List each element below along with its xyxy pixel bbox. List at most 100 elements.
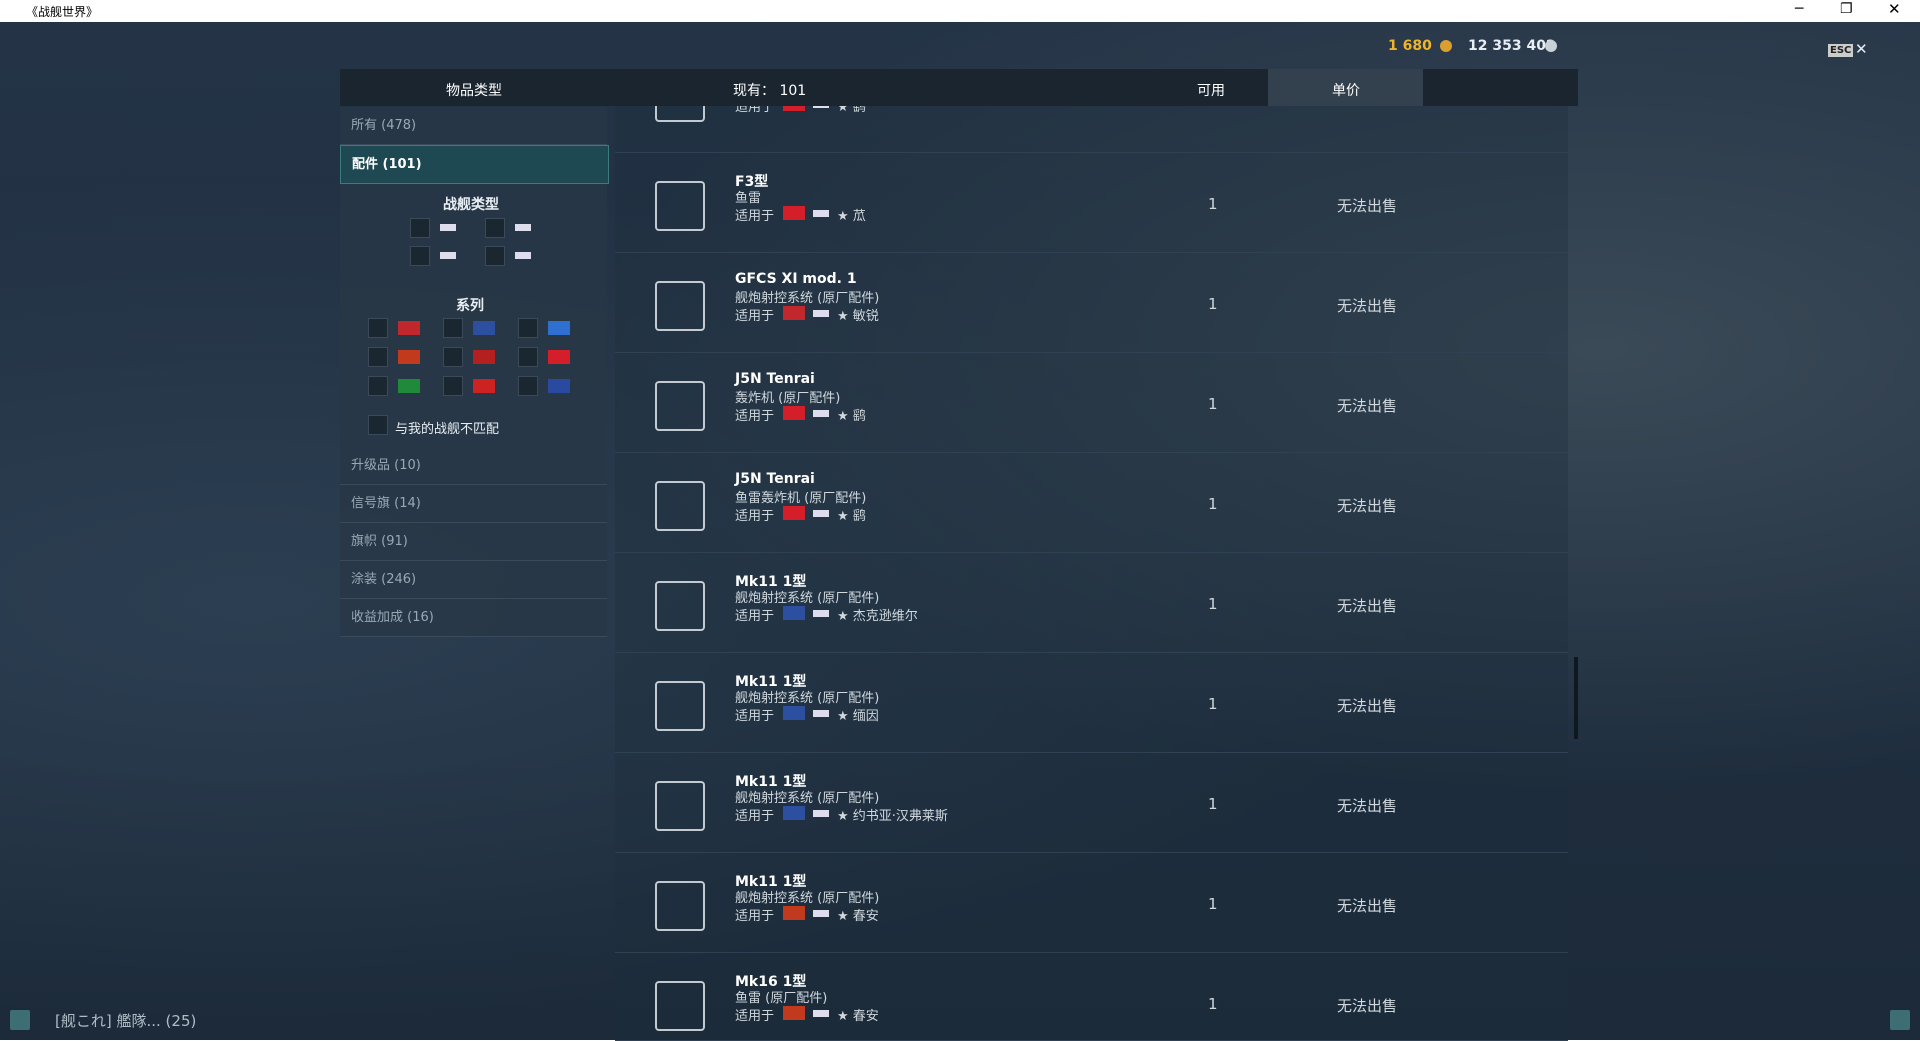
checkbox[interactable] <box>485 246 505 266</box>
applies-label: 适用于 <box>735 106 775 115</box>
checkbox[interactable] <box>518 347 538 367</box>
item-row[interactable]: Mk16 1型 鱼雷 (原厂配件) 1 适用于 ★ 春安 无法出售 <box>615 953 1568 1041</box>
item-row[interactable]: Mk11 1型 舰炮射控系统 (原厂配件) 1 适用于 ★ 杰克逊维尔 无法出售 <box>615 553 1568 653</box>
checkbox[interactable] <box>518 376 538 396</box>
close[interactable]: ✕ <box>1888 0 1901 18</box>
item-price: 无法出售 <box>1337 797 1398 815</box>
item-name: Mk11 1型 <box>735 874 807 890</box>
chat-channel[interactable]: [舰これ] 艦隊... (25) <box>55 1012 197 1030</box>
nation-flag <box>473 321 495 335</box>
ship-flag <box>783 706 805 720</box>
applies-label: 适用于 <box>735 209 775 224</box>
ship-flag <box>783 306 805 320</box>
applies-label: 适用于 <box>735 609 775 624</box>
item-kind: 鱼雷轰炸机 (原厂配件) <box>735 491 867 506</box>
chat-button[interactable] <box>10 1010 30 1030</box>
category[interactable]: 涂装 (246) <box>340 561 607 599</box>
checkbox[interactable] <box>410 246 430 266</box>
ship-flag <box>783 406 805 420</box>
category[interactable]: 信号旗 (14) <box>340 485 607 523</box>
item-icon <box>655 681 705 731</box>
title-bar: 《战舰世界》 ─ ❐ ✕ <box>0 0 1920 22</box>
item-kind: 鱼雷 (原厂配件) <box>735 991 828 1006</box>
item-count: 1 <box>1208 795 1218 813</box>
checkbox[interactable] <box>485 218 505 238</box>
ship-type-icon <box>440 224 456 231</box>
restore[interactable]: ❐ <box>1840 1 1853 17</box>
gold: 1 680 <box>1388 38 1432 54</box>
item-price: 无法出售 <box>1337 597 1398 615</box>
checkbox[interactable] <box>443 318 463 338</box>
checkbox[interactable] <box>518 318 538 338</box>
ship-class-icon <box>813 710 829 717</box>
credits-icon <box>1545 40 1557 52</box>
checkbox[interactable] <box>368 376 388 396</box>
item-name: J5N Tenrai <box>735 471 815 487</box>
ship-name: ★ 缅因 <box>837 709 879 724</box>
ship-name: ★ 敏锐 <box>837 309 879 324</box>
item-icon <box>655 581 705 631</box>
category[interactable]: 升级品 (10) <box>340 447 607 485</box>
applies-label: 适用于 <box>735 309 775 324</box>
esc-close[interactable]: ✕ <box>1855 40 1868 58</box>
esc-key[interactable]: ESC <box>1828 44 1854 57</box>
item-row[interactable]: 适用于 ★ 鹞 无法出售 <box>615 106 1568 153</box>
category[interactable]: 所有 (478) <box>340 107 607 145</box>
item-count: 1 <box>1208 395 1218 413</box>
nation-flag <box>548 379 570 393</box>
ship-class-icon <box>813 510 829 517</box>
ship-flag <box>783 506 805 520</box>
filter-nation: 系列 <box>456 298 484 314</box>
header-available[interactable]: 可用 <box>1197 83 1225 99</box>
item-price: 无法出售 <box>1337 297 1398 315</box>
checkbox[interactable] <box>368 347 388 367</box>
item-name: J5N Tenrai <box>735 371 815 387</box>
nation-flag <box>548 321 570 335</box>
item-kind: 舰炮射控系统 (原厂配件) <box>735 591 880 606</box>
item-price: 无法出售 <box>1337 397 1398 415</box>
item-icon <box>655 781 705 831</box>
item-icon <box>655 381 705 431</box>
ship-class-icon <box>813 610 829 617</box>
item-row[interactable]: J5N Tenrai 轰炸机 (原厂配件) 1 适用于 ★ 鹞 无法出售 <box>615 353 1568 453</box>
applies-label: 适用于 <box>735 409 775 424</box>
checkbox[interactable] <box>368 415 388 435</box>
ship-name: ★ 鹞 <box>837 409 866 424</box>
ship-class-icon <box>813 810 829 817</box>
category[interactable]: 收益加成 (16) <box>340 599 607 637</box>
price-tab[interactable] <box>1268 69 1423 106</box>
item-row[interactable]: Mk11 1型 舰炮射控系统 (原厂配件) 1 适用于 ★ 约书亚·汉弗莱斯 无法出售 <box>615 753 1568 853</box>
filter-mismatch[interactable]: 与我的战舰不匹配 <box>395 422 500 437</box>
window-title: 《战舰世界》 <box>26 5 99 19</box>
item-row[interactable]: Mk11 1型 舰炮射控系统 (原厂配件) 1 适用于 ★ 缅因 无法出售 <box>615 653 1568 753</box>
notifications[interactable] <box>1890 1010 1910 1030</box>
item-kind: 鱼雷 <box>735 191 762 206</box>
item-name: F3型 <box>735 174 769 190</box>
checkbox[interactable] <box>410 218 430 238</box>
category[interactable]: 配件 (101) <box>340 145 609 184</box>
item-row[interactable]: F3型 鱼雷 1 适用于 ★ 苽 无法出售 <box>615 153 1568 253</box>
header-price[interactable]: 单价 <box>1332 83 1360 99</box>
minimize[interactable]: ─ <box>1795 1 1804 17</box>
ship-type-icon <box>440 252 456 259</box>
category[interactable]: 旗帜 (91) <box>340 523 607 561</box>
item-count: 1 <box>1208 195 1218 213</box>
item-kind: 舰炮射控系统 (原厂配件) <box>735 891 880 906</box>
item-name: Mk11 1型 <box>735 674 807 690</box>
ship-flag <box>783 206 805 220</box>
item-row[interactable]: GFCS XI mod. 1 舰炮射控系统 (原厂配件) 1 适用于 ★ 敏锐 无法出售 <box>615 253 1568 353</box>
header-type: 物品类型 <box>446 83 502 99</box>
checkbox[interactable] <box>443 347 463 367</box>
applies-label: 适用于 <box>735 809 775 824</box>
ship-name: ★ 春安 <box>837 909 879 924</box>
item-price: 无法出售 <box>1337 106 1397 107</box>
nation-flag <box>398 379 420 393</box>
checkbox[interactable] <box>368 318 388 338</box>
scrollbar[interactable] <box>1574 657 1578 739</box>
item-name: Mk11 1型 <box>735 574 807 590</box>
item-row[interactable]: J5N Tenrai 鱼雷轰炸机 (原厂配件) 1 适用于 ★ 鹞 无法出售 <box>615 453 1568 553</box>
ship-class-icon <box>813 210 829 217</box>
ship-class-icon <box>813 410 829 417</box>
checkbox[interactable] <box>443 376 463 396</box>
item-row[interactable]: Mk11 1型 舰炮射控系统 (原厂配件) 1 适用于 ★ 春安 无法出售 <box>615 853 1568 953</box>
